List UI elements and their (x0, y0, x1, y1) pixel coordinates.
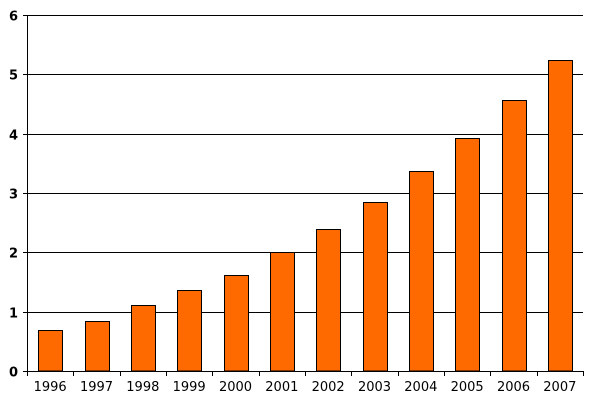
x-tick-label: 2005 (451, 380, 484, 395)
y-tick-label: 4 (9, 129, 18, 144)
x-tick-labels: 1996 1997 1998 1999 2000 2001 2002 2003 2004 2005… (34, 380, 577, 395)
bar-1997 (85, 321, 110, 372)
bar-2002 (316, 229, 341, 372)
y-tick-label: 3 (9, 188, 18, 203)
bar-2006 (502, 100, 527, 372)
bar-2005 (455, 138, 480, 372)
x-tick-label: 1996 (34, 380, 67, 395)
grid-lines (27, 15, 583, 313)
x-tick-label: 1997 (80, 380, 113, 395)
bar-2000 (224, 275, 249, 372)
y-tick-label: 5 (9, 69, 18, 84)
x-tick-label: 2003 (358, 380, 391, 395)
bar-2004 (409, 171, 434, 372)
x-tick-label: 2001 (265, 380, 298, 395)
x-tick-label: 2000 (219, 380, 252, 395)
y-tick-labels: 0 1 2 3 4 5 6 (9, 10, 18, 381)
x-tick-label: 2002 (312, 380, 345, 395)
bar-2001 (270, 252, 295, 372)
bar-1999 (177, 290, 202, 372)
x-tick-label: 1998 (126, 380, 159, 395)
bar-1996 (38, 330, 63, 372)
x-tick-label: 1999 (173, 380, 206, 395)
bar-1998 (131, 305, 156, 372)
x-tick-label: 2006 (497, 380, 530, 395)
y-tick-label: 1 (9, 307, 18, 322)
x-tick-label: 2007 (543, 380, 576, 395)
y-tick-label: 0 (9, 366, 18, 381)
axes (23, 15, 584, 376)
bar-2003 (363, 202, 388, 372)
x-tick-label: 2004 (404, 380, 437, 395)
y-tick-label: 6 (9, 10, 18, 25)
bars (38, 60, 573, 372)
bar-2007 (548, 60, 573, 372)
y-tick-label: 2 (9, 247, 18, 262)
